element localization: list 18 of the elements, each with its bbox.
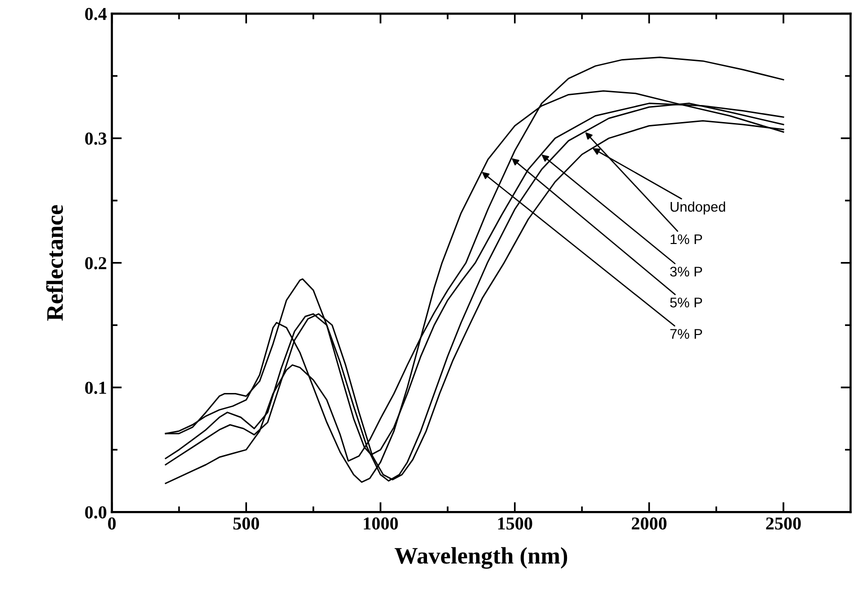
y-tick-label: 0.4 <box>85 8 107 20</box>
x-tick-label: 1500 <box>498 517 532 530</box>
x-tick-label: 500 <box>233 517 260 530</box>
y-axis-title: Reflectance <box>46 205 63 321</box>
x-tick-label: 2000 <box>632 517 666 530</box>
annotation: 7% P <box>670 329 702 339</box>
y-tick-label: 0.2 <box>85 257 106 270</box>
annotation: 5% P <box>670 298 702 308</box>
annotation: 3% P <box>670 266 702 277</box>
y-tick-label: 0.0 <box>85 506 106 519</box>
annotation: Undoped <box>670 202 726 214</box>
y-tick-label: 0.3 <box>85 132 106 145</box>
y-tick-label: 0.1 <box>85 382 106 394</box>
x-tick-label: 0 <box>108 517 116 530</box>
x-axis-title: Wavelength (nm) <box>394 547 568 569</box>
annotation: 1% P <box>670 234 702 244</box>
x-tick-label: 1000 <box>364 517 398 530</box>
x-tick-label: 2500 <box>766 517 801 530</box>
